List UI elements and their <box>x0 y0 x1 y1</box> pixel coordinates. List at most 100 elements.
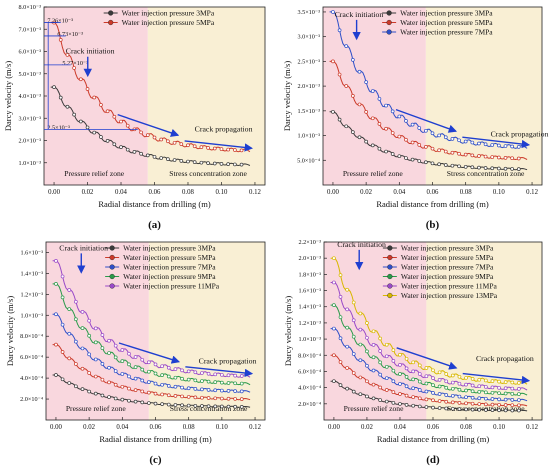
series-line <box>329 111 528 171</box>
series-point <box>226 396 231 401</box>
series-point <box>457 387 462 392</box>
series-point <box>147 369 151 374</box>
y-tick-label: 3.0×10⁻³ <box>18 115 41 122</box>
series-point <box>510 391 515 396</box>
series-point <box>166 402 171 407</box>
series-point <box>497 155 501 160</box>
series-point <box>398 382 402 386</box>
panel-label: (d) <box>426 454 440 466</box>
series-point <box>510 386 515 391</box>
series-line <box>52 313 251 393</box>
series-point <box>233 404 237 409</box>
series-point <box>351 334 356 339</box>
series-point <box>365 335 369 340</box>
series-point <box>371 382 376 387</box>
series-point <box>444 399 449 404</box>
series-point <box>497 397 501 402</box>
series-point <box>457 164 461 169</box>
series-point <box>332 379 336 384</box>
series-point <box>193 387 198 391</box>
series-point <box>186 403 191 408</box>
legend-marker <box>109 264 115 270</box>
crack-propagation-arrow <box>117 113 180 137</box>
series-point <box>483 390 488 395</box>
series-point <box>220 388 224 393</box>
chart-panel-a: 1.0×10⁻³ 2.0×10⁻³ 3.0×10⁻³ 4.0×10⁻³ 5.0×10⁻³… <box>3 4 266 231</box>
series-point <box>370 89 375 93</box>
series-point <box>364 139 368 144</box>
series-point <box>193 395 198 400</box>
series-point <box>80 310 85 314</box>
series-point <box>483 384 488 389</box>
series-point <box>457 374 462 379</box>
series-line <box>50 86 251 167</box>
series-point <box>54 342 58 347</box>
y-tick-label: 1.5×10⁻³ <box>297 108 320 115</box>
series-point <box>431 368 435 373</box>
series-point <box>152 154 157 159</box>
series-point <box>67 381 72 385</box>
series-point <box>424 366 429 370</box>
legend-entry: Water injection pressure 3MPa <box>122 9 215 18</box>
series-point <box>490 402 495 407</box>
series-point <box>65 53 70 57</box>
series-point <box>226 162 231 167</box>
series-point <box>200 379 204 383</box>
series-point <box>200 387 204 392</box>
panel-label: (c) <box>149 454 162 466</box>
series-point <box>120 384 125 389</box>
series-point <box>371 355 376 360</box>
legend-entry: Water injection pressure 7MPa <box>123 263 216 272</box>
series-point <box>477 377 482 382</box>
series-point <box>119 145 123 150</box>
series-point <box>417 379 422 384</box>
y-tick-label: 6.0×10⁻⁴ <box>298 368 321 375</box>
series-point <box>378 385 383 390</box>
series-point <box>100 377 105 382</box>
series-point <box>470 389 475 394</box>
series-point <box>457 407 462 411</box>
series-point <box>477 384 482 389</box>
series-point <box>206 146 210 150</box>
annotation-text: 6.73×10⁻³ <box>57 31 83 38</box>
series-point <box>463 152 468 157</box>
legend-entry: Water injection pressure 3MPa <box>401 244 494 253</box>
series-point <box>192 160 197 165</box>
series-point <box>417 404 422 409</box>
x-tick-label: 0.04 <box>394 424 406 431</box>
series-point <box>92 95 97 100</box>
series-point <box>172 140 177 145</box>
series-point <box>424 389 429 394</box>
series-point <box>105 139 110 143</box>
series-point <box>199 160 204 165</box>
series-point <box>510 167 514 171</box>
crack-propagation-arrow <box>118 342 181 364</box>
series-point <box>503 166 508 171</box>
series-point <box>431 405 435 410</box>
series-point <box>186 395 191 399</box>
series-point <box>411 386 416 391</box>
series-point <box>166 157 170 161</box>
series-point <box>159 137 164 142</box>
series-point <box>358 375 363 380</box>
series-point <box>99 103 103 107</box>
series-point <box>166 365 171 370</box>
series-point <box>477 165 481 170</box>
y-tick-label: 2.0×10⁻⁴ <box>20 396 43 403</box>
series-point <box>233 162 237 167</box>
series-point <box>65 104 70 109</box>
legend-entry: Water injection pressure 9MPa <box>401 272 494 281</box>
series-point <box>74 317 78 322</box>
series-point <box>85 87 90 91</box>
series-point <box>483 396 488 401</box>
series-point <box>483 142 488 147</box>
series-point <box>424 160 428 165</box>
series-point <box>338 295 343 299</box>
series-point <box>153 391 158 396</box>
series-point <box>391 368 396 373</box>
series-point <box>450 137 455 141</box>
series-point <box>233 373 237 378</box>
legend-entry: Water injection pressure 5MPa <box>401 253 494 262</box>
series-point <box>145 133 150 137</box>
